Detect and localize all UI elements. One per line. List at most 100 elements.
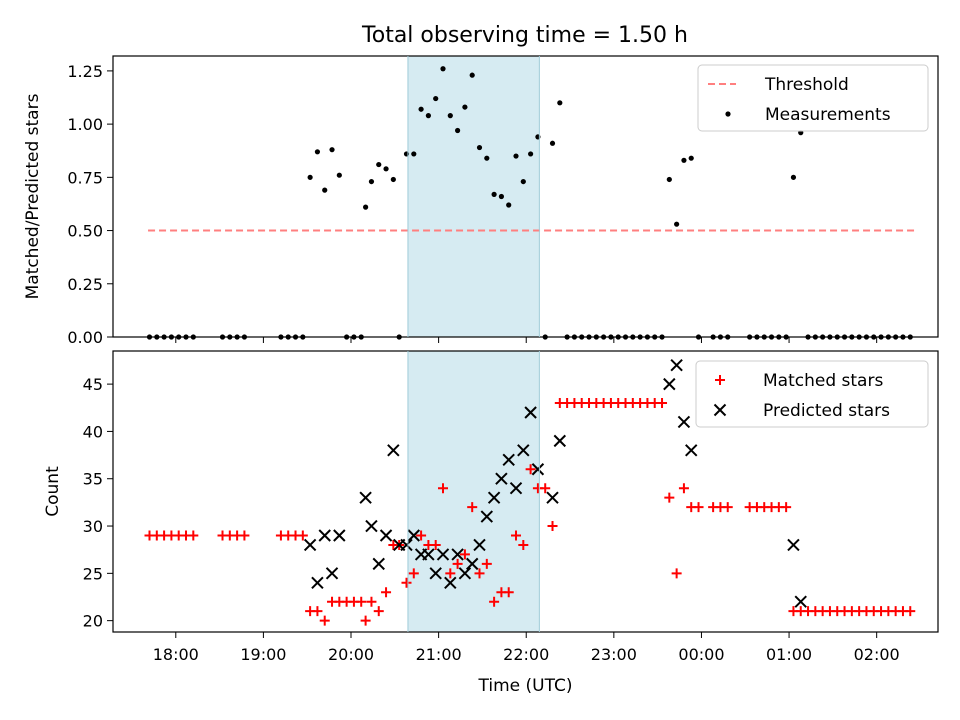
- predicted-stars-point: [422, 548, 435, 561]
- predicted-stars-point: [407, 529, 421, 542]
- legend-matched-swatch: [715, 375, 725, 385]
- measurement-point: [476, 144, 483, 151]
- measurement-point: [455, 127, 461, 134]
- measurement-point: [390, 176, 396, 183]
- measurement-point: [688, 155, 694, 161]
- predicted-stars-point: [524, 406, 537, 419]
- top-legend: Threshold Measurements: [697, 64, 929, 132]
- matched-stars-point: [319, 615, 330, 626]
- measurement-point: [314, 149, 321, 155]
- predicted-stars-point: [451, 548, 464, 561]
- measurement-point: [790, 174, 797, 180]
- matched-stars-point: [474, 568, 485, 579]
- predicted-stars-point: [365, 519, 378, 533]
- y-tick-label: 20: [83, 612, 103, 631]
- y-tick-label: 30: [83, 517, 103, 536]
- matched-stars-point: [657, 398, 668, 409]
- legend-box: [697, 64, 929, 132]
- predicted-stars-point: [546, 491, 559, 504]
- matched-stars-point: [381, 587, 392, 598]
- y-tick-label: 0.50: [67, 222, 103, 241]
- measurement-point: [557, 100, 563, 106]
- predicted-stars-point: [400, 538, 413, 552]
- predicted-stars-point: [553, 434, 567, 448]
- x-tick-label: 21:00: [416, 645, 462, 664]
- matched-stars-point: [408, 568, 419, 579]
- predicted-stars-point: [436, 548, 450, 561]
- legend-measurement-swatch: [725, 111, 731, 117]
- measurement-point: [549, 140, 556, 146]
- predicted-stars-point: [787, 538, 800, 552]
- matched-stars-point: [693, 502, 704, 513]
- matched-stars-point: [356, 596, 367, 607]
- predicted-stars-point: [429, 567, 442, 580]
- matched-stars-point: [671, 568, 682, 579]
- x-tick-label: 19:00: [240, 645, 286, 664]
- predicted-stars-point: [303, 538, 317, 552]
- measurement-point: [506, 202, 512, 208]
- predicted-stars-point: [444, 576, 457, 590]
- matched-stars-point: [416, 530, 427, 541]
- predicted-stars-point: [372, 557, 385, 571]
- y-tick-label: 1.00: [67, 115, 103, 134]
- x-tick-label: 22:00: [503, 645, 549, 664]
- measurement-point: [433, 95, 439, 102]
- x-axis-label: Time (UTC): [478, 676, 573, 696]
- predicted-stars-point: [311, 576, 324, 590]
- measurement-point: [411, 151, 417, 157]
- x-tick-label: 18:00: [153, 645, 199, 664]
- matched-stars-point: [678, 483, 689, 494]
- matched-stars-point: [360, 615, 371, 626]
- predicted-stars-point: [685, 444, 698, 457]
- measurement-point: [498, 193, 505, 200]
- matched-stars-point: [297, 530, 308, 541]
- matched-stars-point: [188, 530, 199, 541]
- matched-stars-point: [459, 549, 470, 560]
- x-tick-label: 01:00: [766, 645, 812, 664]
- predicted-stars-point: [517, 444, 530, 457]
- measurement-point: [368, 178, 375, 185]
- y-tick-label: 0.00: [67, 328, 103, 347]
- matched-stars-point: [445, 568, 456, 579]
- measurement-point: [666, 176, 672, 183]
- predicted-stars-point: [473, 538, 486, 552]
- measurement-point: [322, 187, 328, 193]
- measurement-point: [425, 113, 431, 119]
- legend-predicted-swatch: [713, 403, 727, 417]
- observing-window-highlight: [407, 351, 540, 632]
- bottom-y-axis: 20 25 30 35 40 45: [83, 375, 113, 631]
- y-tick-label: 25: [83, 564, 103, 583]
- predicted-stars-point: [318, 529, 331, 542]
- matched-stars-point: [438, 483, 448, 494]
- chart-title: Total observing time = 1.50 h: [361, 23, 688, 48]
- top-panel: 0.00 0.25 0.50 0.75 1.00 1.25 Matched/Predict…: [23, 55, 939, 347]
- top-x-axis: [175, 337, 878, 343]
- predicted-stars-point: [387, 444, 400, 457]
- y-tick-label: 35: [83, 470, 103, 489]
- legend-label: Threshold: [764, 75, 849, 95]
- predicted-stars-point: [677, 415, 691, 429]
- measurement-point: [674, 221, 680, 227]
- matched-stars-point: [373, 606, 384, 617]
- matched-stars-point: [401, 577, 412, 588]
- bottom-x-axis: 18:00 19:00 20:00 21:00 22:00 23:00 00:00 01:00…: [153, 632, 900, 664]
- observing-window-highlight: [407, 56, 540, 337]
- matched-stars-point: [511, 530, 522, 541]
- matched-stars-point: [366, 596, 377, 607]
- matched-stars-point: [722, 502, 733, 513]
- matched-stars-point: [430, 539, 441, 550]
- measurement-point: [418, 106, 424, 112]
- matched-stars-point: [518, 539, 529, 550]
- x-tick-label: 02:00: [854, 645, 900, 664]
- matched-stars-point: [467, 502, 478, 513]
- measurement-point: [528, 151, 534, 157]
- predicted-stars-point: [458, 567, 472, 580]
- bottom-plot-marks: [144, 358, 916, 626]
- legend-label: Predicted stars: [763, 401, 890, 421]
- matched-stars-point: [525, 464, 536, 475]
- predicted-stars-point: [359, 491, 372, 504]
- predicted-stars-point: [333, 529, 346, 542]
- measurement-point: [363, 204, 369, 210]
- measurement-point: [307, 174, 313, 180]
- predicted-stars-point: [480, 510, 494, 523]
